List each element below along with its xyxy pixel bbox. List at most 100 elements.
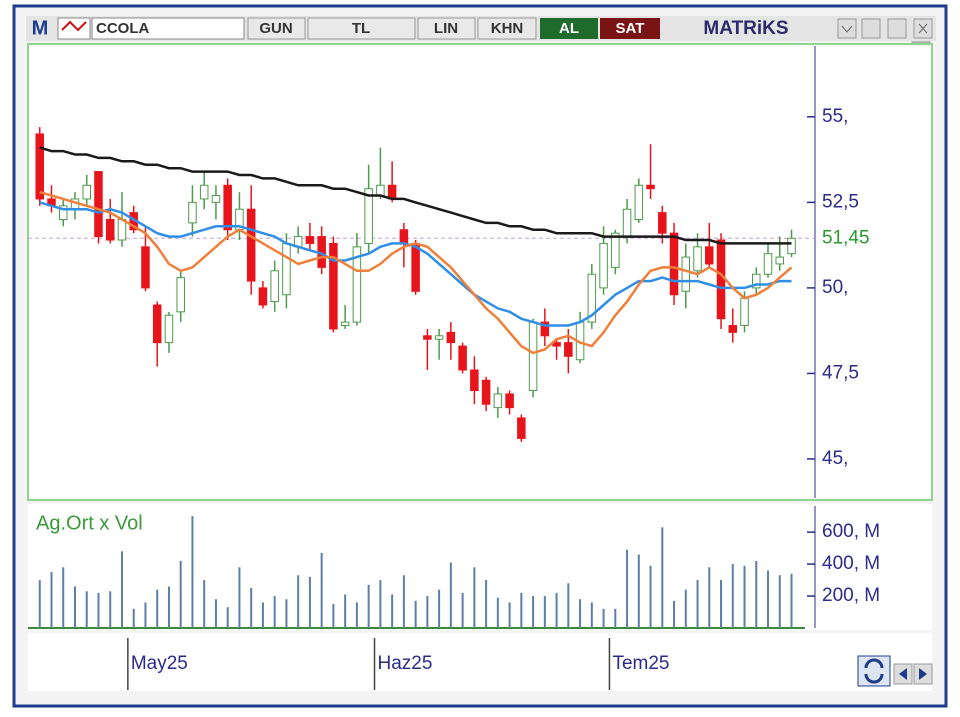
last-price-label: 51,45 [822, 227, 870, 248]
volume-bar [332, 604, 335, 628]
volume-bar [590, 602, 593, 628]
currency: TL [352, 20, 370, 37]
candle-body [164, 314, 174, 344]
candle-body [740, 297, 749, 327]
volume-bar [602, 608, 605, 628]
volume-bar [438, 589, 441, 628]
volume-bar [755, 560, 758, 628]
moving-average-line [39, 146, 792, 245]
candle-body [141, 246, 150, 289]
volume-bar [485, 580, 488, 628]
volume-panel [28, 504, 932, 630]
symbol-icon[interactable] [57, 17, 91, 40]
volume-bar [167, 586, 170, 628]
candle-body [552, 342, 561, 347]
volume-bar [379, 580, 382, 628]
buy-button[interactable] [540, 18, 598, 39]
brand: MATRiKS [703, 18, 788, 39]
volume-bar [120, 551, 123, 628]
volume-bar [109, 591, 112, 628]
volume-bar [297, 575, 300, 628]
candle-body [340, 321, 350, 327]
candle-body [176, 277, 185, 313]
volume-bar [132, 608, 135, 628]
volume-bar [285, 599, 288, 628]
candle-body [105, 218, 115, 241]
style-button[interactable] [477, 17, 537, 40]
volume-bar [355, 602, 358, 628]
y-tick-label: 52,5 [822, 191, 859, 212]
candle-body [681, 256, 691, 292]
candle-body [399, 229, 409, 244]
sell: SAT [616, 20, 645, 37]
volume-bar [238, 567, 241, 628]
candle-body [376, 184, 385, 197]
y-tick-label: 200, M [822, 585, 880, 606]
volume-legend: Ag.Ort x Vol [36, 512, 143, 534]
right-arrow [919, 668, 927, 680]
volume-bar [708, 567, 711, 628]
period-button[interactable] [247, 17, 306, 40]
sell-button[interactable] [600, 18, 660, 39]
volume-bar [449, 562, 452, 628]
buy: AL [559, 20, 579, 37]
candle-body [775, 256, 785, 265]
volume-bar [673, 600, 676, 628]
candle-body [705, 246, 714, 265]
candle-body [305, 236, 315, 244]
symbol-box[interactable] [91, 17, 245, 40]
volume-bar [214, 599, 217, 628]
minimize-button[interactable] [861, 18, 881, 39]
period: GUN [259, 20, 292, 37]
volume-bar [567, 583, 570, 628]
candle-body [35, 133, 45, 200]
candle-body [364, 188, 373, 244]
volume-bar [308, 576, 311, 628]
volume-bar [320, 552, 323, 628]
y-tick-label: 50, [822, 277, 848, 298]
candle-body [423, 335, 432, 340]
menu-arrow [841, 25, 853, 33]
candle-body [270, 270, 279, 303]
volume-bar [778, 575, 781, 628]
candle-body [658, 212, 667, 234]
scale-button[interactable] [417, 17, 476, 40]
volume-bar [767, 570, 770, 628]
candle-body [246, 208, 256, 282]
date-axis [28, 633, 932, 691]
candle-body [211, 195, 221, 203]
volume-bar [97, 592, 100, 628]
volume-bar [637, 554, 640, 628]
y-tick-label: 400, M [822, 553, 880, 574]
volume-bar [73, 586, 76, 628]
candle-body [458, 345, 467, 371]
candle-body [564, 342, 573, 357]
candle-body [481, 379, 491, 405]
logo: M [32, 17, 49, 39]
volume-bar [496, 597, 499, 628]
candle-body [94, 171, 103, 238]
volume-bar [426, 596, 429, 628]
volume-bar [720, 580, 723, 628]
volume-bar [731, 564, 734, 628]
candle-body [117, 218, 127, 241]
volume-bar [344, 594, 347, 628]
volume-bar [50, 572, 53, 628]
menu-button[interactable] [837, 18, 857, 39]
refresh-icon [864, 658, 884, 684]
volume-bar [508, 602, 511, 628]
currency-button[interactable] [307, 17, 416, 40]
y-tick-label: 600, M [822, 521, 880, 542]
volume-bar [179, 560, 182, 628]
candle-body [352, 246, 362, 323]
volume-bar [156, 589, 159, 628]
candle-body [258, 287, 268, 306]
maximize-button[interactable] [887, 18, 907, 39]
volume-bar [461, 592, 464, 628]
candle-body [58, 205, 68, 220]
volume-bar [273, 596, 276, 628]
price-panel [27, 43, 933, 501]
candle-body [693, 246, 702, 272]
volume-bar [144, 602, 147, 628]
candle-body [199, 184, 209, 200]
